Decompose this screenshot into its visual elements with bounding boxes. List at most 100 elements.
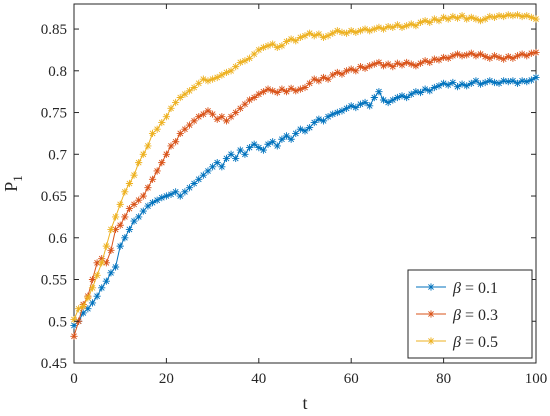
- data-point: [333, 27, 341, 35]
- data-point: [236, 104, 244, 112]
- data-point: [398, 92, 406, 100]
- data-point: [195, 79, 203, 87]
- data-point: [495, 53, 503, 62]
- data-point: [481, 78, 489, 87]
- data-point: [111, 213, 120, 221]
- data-point: [315, 77, 323, 85]
- data-point: [199, 75, 207, 83]
- data-point: [398, 61, 406, 69]
- data-point: [158, 118, 166, 127]
- data-point: [236, 146, 244, 154]
- data-point: [329, 29, 337, 37]
- data-point: [181, 90, 189, 98]
- data-point: [172, 138, 180, 146]
- data-point: [329, 110, 337, 118]
- data-point: [181, 125, 189, 133]
- data-point: [379, 62, 388, 70]
- data-point: [416, 88, 425, 97]
- data-point: [407, 90, 415, 98]
- data-point: [426, 18, 434, 26]
- x-axis-label: t: [302, 393, 307, 413]
- legend-marker: [427, 310, 435, 318]
- data-point: [296, 125, 304, 133]
- y-tick-label: 0.75: [41, 106, 67, 122]
- data-point: [518, 50, 526, 58]
- data-point: [389, 63, 397, 71]
- data-point: [476, 17, 485, 25]
- data-point: [444, 81, 452, 89]
- data-point: [527, 49, 535, 57]
- data-point: [199, 110, 207, 118]
- legend-entry: β = 0.5: [416, 334, 498, 351]
- data-point: [513, 11, 522, 19]
- data-point: [324, 32, 332, 40]
- x-tick-label: 100: [525, 371, 548, 387]
- legend-value: = 0.5: [461, 334, 498, 351]
- data-point: [107, 269, 115, 277]
- data-point: [486, 54, 494, 62]
- data-point: [185, 121, 194, 129]
- data-point: [463, 82, 471, 90]
- data-point: [176, 192, 184, 200]
- data-point: [264, 42, 272, 50]
- data-point: [204, 107, 212, 115]
- data-point: [476, 50, 485, 58]
- data-point: [209, 75, 217, 83]
- x-tick-label: 60: [344, 371, 359, 387]
- data-point: [504, 11, 512, 19]
- data-point: [269, 87, 277, 95]
- series-1: [70, 73, 540, 330]
- data-point: [310, 75, 318, 83]
- data-point: [527, 13, 535, 21]
- data-point: [486, 77, 494, 85]
- data-point: [453, 50, 462, 58]
- data-point: [278, 135, 286, 143]
- data-point: [481, 15, 489, 23]
- y-tick-label: 0.8: [48, 64, 67, 80]
- data-point: [222, 68, 231, 77]
- data-point: [513, 79, 522, 87]
- y-tick-label: 0.7: [48, 147, 67, 163]
- data-point: [218, 113, 226, 121]
- data-point: [301, 83, 309, 92]
- data-point: [125, 225, 134, 234]
- data-point: [509, 54, 517, 62]
- data-point: [255, 144, 263, 152]
- data-point: [310, 32, 318, 40]
- data-point: [167, 142, 175, 150]
- data-point: [278, 85, 286, 93]
- data-point: [88, 284, 97, 292]
- data-point: [490, 78, 499, 87]
- y-tick-label: 0.85: [41, 22, 67, 38]
- data-point: [135, 159, 143, 167]
- data-point: [426, 58, 434, 67]
- data-point: [292, 37, 300, 45]
- data-point: [463, 15, 471, 23]
- data-point: [222, 154, 231, 163]
- data-point: [361, 98, 369, 107]
- data-point: [393, 59, 401, 67]
- data-point: [282, 88, 291, 96]
- data-point: [440, 13, 448, 21]
- data-point: [319, 73, 328, 82]
- data-point: [296, 33, 304, 41]
- data-point: [121, 213, 129, 221]
- data-point: [384, 22, 392, 31]
- data-point: [204, 167, 212, 175]
- legend-symbol: β: [452, 307, 461, 324]
- data-point: [209, 110, 217, 118]
- data-point: [259, 146, 268, 154]
- legend-value: = 0.1: [461, 280, 498, 297]
- data-point: [370, 25, 378, 33]
- data-point: [315, 30, 323, 38]
- data-point: [310, 118, 318, 127]
- data-point: [88, 299, 97, 307]
- data-point: [213, 115, 221, 123]
- series-3: [70, 11, 540, 324]
- data-point: [135, 213, 143, 221]
- data-point: [403, 93, 411, 102]
- data-point: [111, 263, 120, 271]
- y-axis-label: P1: [1, 175, 25, 192]
- data-point: [467, 49, 475, 57]
- data-point: [509, 12, 517, 20]
